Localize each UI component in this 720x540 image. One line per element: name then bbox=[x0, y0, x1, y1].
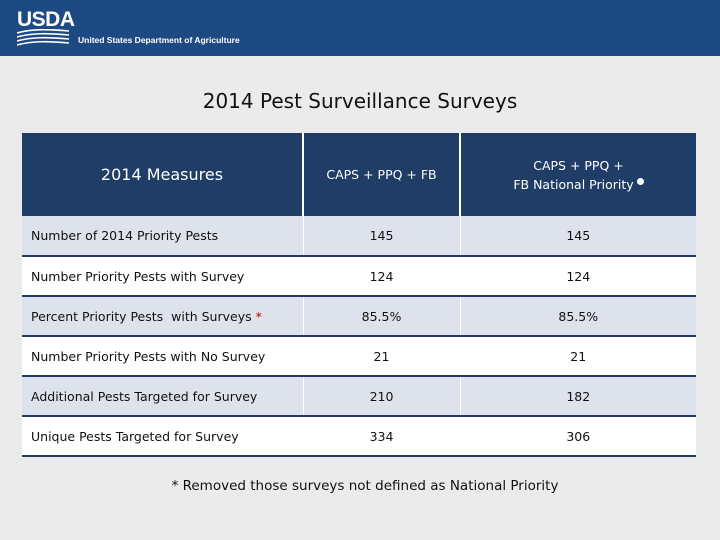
footnote-marker: * bbox=[255, 308, 262, 324]
row-label: Number Priority Pests with No Survey bbox=[22, 336, 304, 377]
row-value-national: 145 bbox=[460, 216, 696, 257]
table-row: Additional Pests Targeted for Survey 210… bbox=[22, 376, 696, 417]
column-header-line1: CAPS + PPQ + bbox=[533, 157, 624, 173]
row-value-caps: 145 bbox=[303, 216, 461, 257]
row-value-national: 182 bbox=[460, 376, 696, 417]
usda-logo: USDA United States Department of Agricul… bbox=[17, 9, 257, 49]
column-header-measures: 2014 Measures bbox=[22, 133, 304, 216]
table-row: Unique Pests Targeted for Survey 334 306 bbox=[22, 416, 696, 457]
row-value-caps: 85.5% bbox=[303, 296, 461, 337]
table-header-row: 2014 Measures CAPS + PPQ + FB CAPS + PPQ… bbox=[22, 133, 696, 216]
footnote: * Removed those surveys not defined as N… bbox=[171, 478, 559, 494]
row-value-national: 306 bbox=[460, 416, 696, 457]
usda-wave-icon bbox=[17, 29, 69, 46]
agency-name: United States Department of Agriculture bbox=[78, 35, 240, 45]
row-value-caps: 210 bbox=[303, 376, 461, 417]
table-row: Number Priority Pests with Survey 124 12… bbox=[22, 256, 696, 297]
row-label: Percent Priority Pests with Surveys * bbox=[22, 296, 304, 337]
table-row: Number Priority Pests with No Survey 21 … bbox=[22, 336, 696, 377]
table-row: Number of 2014 Priority Pests 145 145 bbox=[22, 216, 696, 257]
row-value-national: 21 bbox=[460, 336, 696, 377]
column-header-caps-ppq-fb: CAPS + PPQ + FB bbox=[303, 133, 461, 216]
measures-table: 2014 Measures CAPS + PPQ + FB CAPS + PPQ… bbox=[22, 133, 696, 457]
row-label: Number of 2014 Priority Pests bbox=[22, 216, 304, 257]
usda-banner: USDA United States Department of Agricul… bbox=[0, 0, 720, 56]
column-header-line2: FB National Priority bbox=[513, 176, 634, 192]
bullet-icon bbox=[636, 177, 644, 185]
column-header-national-priority: CAPS + PPQ + FB National Priority bbox=[460, 133, 696, 216]
table-row: Percent Priority Pests with Surveys * 85… bbox=[22, 296, 696, 337]
row-label: Additional Pests Targeted for Survey bbox=[22, 376, 304, 417]
row-value-national: 85.5% bbox=[460, 296, 696, 337]
row-value-caps: 124 bbox=[303, 256, 461, 297]
page-title: 2014 Pest Surveillance Surveys bbox=[202, 89, 518, 113]
row-value-caps: 334 bbox=[303, 416, 461, 457]
row-value-national: 124 bbox=[460, 256, 696, 297]
usda-logo-text: USDA bbox=[17, 8, 75, 31]
row-value-caps: 21 bbox=[303, 336, 461, 377]
row-label: Number Priority Pests with Survey bbox=[22, 256, 304, 297]
row-label: Unique Pests Targeted for Survey bbox=[22, 416, 304, 457]
